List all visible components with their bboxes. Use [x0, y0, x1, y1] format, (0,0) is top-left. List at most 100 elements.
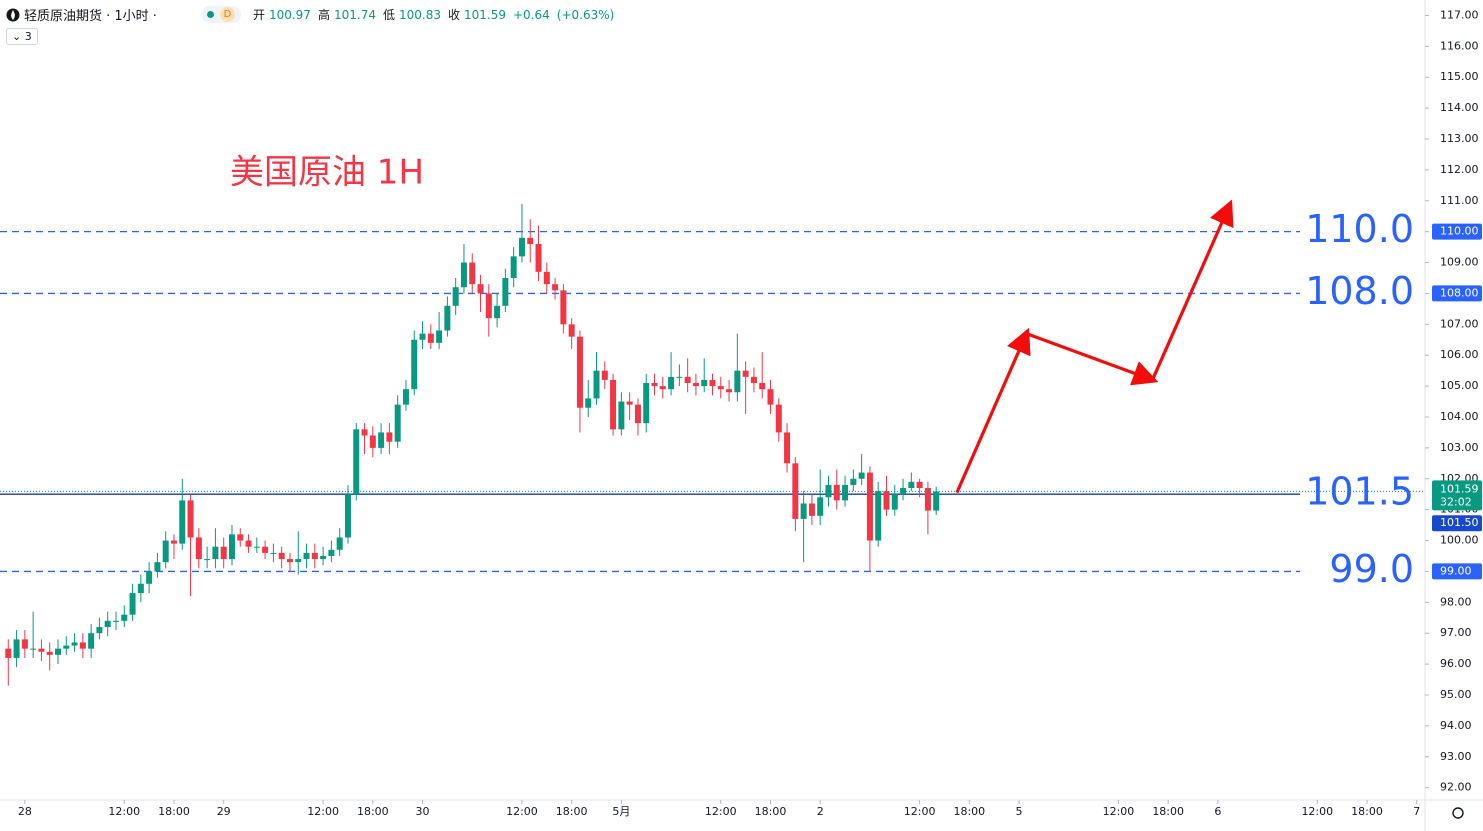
x-tick-label: 18:00: [953, 805, 985, 818]
x-tick-label: 18:00: [158, 805, 190, 818]
candle-body: [187, 500, 194, 538]
x-tick-label: 5: [1016, 805, 1023, 818]
y-tick-label: 94.00: [1440, 719, 1472, 732]
candle-body: [518, 237, 525, 257]
candle-body: [402, 389, 409, 405]
status-pill[interactable]: D: [200, 6, 241, 23]
candle-body: [212, 546, 219, 560]
x-tick-label: 6: [1214, 805, 1221, 818]
candle-body: [485, 293, 492, 319]
candle-body: [71, 642, 78, 646]
x-tick-label: 12:00: [904, 805, 936, 818]
candle-body: [883, 491, 890, 510]
candle-body: [444, 305, 451, 331]
candle-body: [709, 379, 716, 387]
candle-body: [808, 503, 815, 516]
y-tick-label: 106.00: [1440, 348, 1479, 361]
y-tick-label: 114.00: [1440, 101, 1479, 114]
last-price-label: 101.59: [1440, 482, 1479, 495]
level-badge: [1432, 515, 1482, 532]
candle-body: [784, 432, 791, 464]
y-tick-label: 107.00: [1440, 317, 1479, 330]
candle-body: [866, 472, 873, 541]
projection-arrow: [955, 327, 1031, 494]
candle-body: [552, 284, 559, 291]
y-tick-label: 117.00: [1440, 8, 1479, 21]
y-tick-label: 104.00: [1440, 410, 1479, 423]
candle-body: [576, 336, 583, 408]
x-tick-label: 18:00: [357, 805, 389, 818]
candle-body: [560, 290, 567, 325]
y-tick-label: 115.00: [1440, 70, 1479, 83]
data-badge: D: [219, 7, 235, 22]
level-label: 110.0: [1305, 207, 1414, 251]
close-label: 收: [447, 8, 460, 22]
candle-body: [494, 305, 501, 319]
candle-body: [162, 540, 169, 563]
candle-body: [908, 481, 915, 489]
candle-body: [618, 401, 625, 430]
candle-body: [734, 370, 741, 393]
candle-body: [253, 546, 260, 548]
level-label: 99.0: [1329, 547, 1414, 591]
candle-body: [634, 404, 641, 424]
candle-body: [344, 494, 351, 538]
indicator-toggle[interactable]: ⌄ 3: [6, 28, 38, 45]
high-value: 101.74: [333, 7, 376, 22]
candle-body: [278, 552, 285, 560]
status-dot: [206, 11, 214, 18]
candle-body: [750, 376, 757, 384]
candle-body: [543, 271, 550, 285]
level-badge-label: 108.00: [1440, 286, 1479, 299]
candle-body: [875, 491, 882, 541]
candle-body: [336, 537, 343, 550]
level-label: 108.0: [1305, 269, 1414, 313]
candle-body: [386, 432, 393, 442]
candle-body: [245, 540, 252, 547]
y-tick-label: 111.00: [1440, 194, 1479, 207]
candle-body: [916, 481, 923, 489]
candle-body: [800, 503, 807, 519]
settings-icon: [1452, 807, 1464, 819]
change-pct: (+0.63%): [556, 7, 615, 22]
candle-body: [129, 593, 136, 615]
candle-body: [742, 370, 749, 377]
y-tick-label: 96.00: [1440, 657, 1472, 670]
candle-body: [88, 633, 95, 649]
candle-body: [30, 648, 37, 650]
x-tick-label: 12:00: [1301, 805, 1333, 818]
candle-body: [411, 339, 418, 390]
y-tick-label: 112.00: [1440, 163, 1479, 176]
candle-body: [924, 488, 931, 511]
x-tick-label: 12:00: [307, 805, 339, 818]
candle-body: [684, 376, 691, 384]
candle-body: [286, 559, 293, 563]
candle-body: [469, 262, 476, 285]
candle-body: [767, 389, 774, 405]
candle-body: [593, 370, 600, 399]
open-value: 100.97: [268, 7, 311, 22]
x-tick-label: 12:00: [1103, 805, 1135, 818]
y-tick-label: 105.00: [1440, 379, 1479, 392]
x-tick-label: 2: [817, 805, 824, 818]
candle-body: [817, 497, 824, 516]
candle-body: [311, 552, 318, 560]
candle-body: [112, 620, 119, 622]
candle-body: [262, 546, 269, 553]
candle-body: [676, 376, 683, 378]
indicator-count: 3: [24, 30, 32, 43]
candle-body: [228, 534, 235, 560]
x-tick-label: 7: [1413, 805, 1420, 818]
y-tick-label: 93.00: [1440, 750, 1472, 763]
candle-body: [179, 500, 186, 544]
level-badge: [1432, 563, 1482, 580]
symbol: 轻质原油期货 · 1小时 ·: [24, 9, 157, 24]
level-badge-label: 110.00: [1440, 225, 1479, 238]
candle-body: [63, 645, 70, 649]
candle-body: [460, 262, 467, 288]
candle-body: [568, 324, 575, 337]
candle-body: [535, 244, 542, 272]
candle-body: [46, 651, 53, 655]
